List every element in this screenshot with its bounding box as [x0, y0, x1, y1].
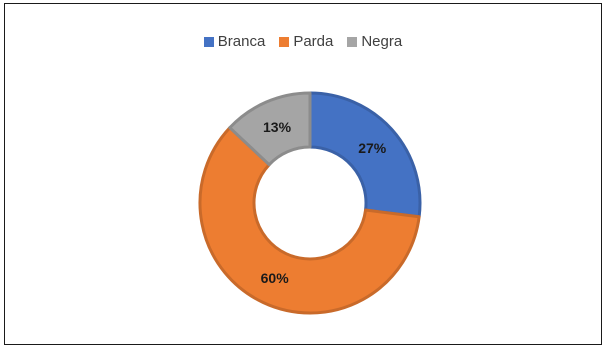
slice-parda [198, 126, 421, 315]
legend-swatch-negra [347, 36, 358, 47]
legend-swatch-branca [203, 36, 214, 47]
legend-label-branca: Branca [217, 33, 266, 50]
slice-branca [308, 91, 422, 219]
slice-label-branca: 27% [358, 140, 387, 156]
legend-label-negra: Negra [361, 33, 403, 50]
chart-legend: Branca Parda Negra [5, 33, 601, 50]
slice-negra [228, 91, 312, 167]
legend-label-parda: Parda [293, 33, 334, 50]
legend-swatch-parda [279, 36, 290, 47]
legend-item-negra: Negra [347, 33, 402, 50]
slice-label-negra: 13% [263, 119, 292, 135]
legend-item-parda: Parda [279, 33, 333, 50]
chart-frame: Branca Parda Negra 27% 60% 13% [4, 3, 602, 345]
slice-label-parda: 60% [261, 270, 290, 286]
legend-item-branca: Branca [203, 33, 266, 50]
donut-chart: 27% 60% 13% [198, 91, 422, 315]
